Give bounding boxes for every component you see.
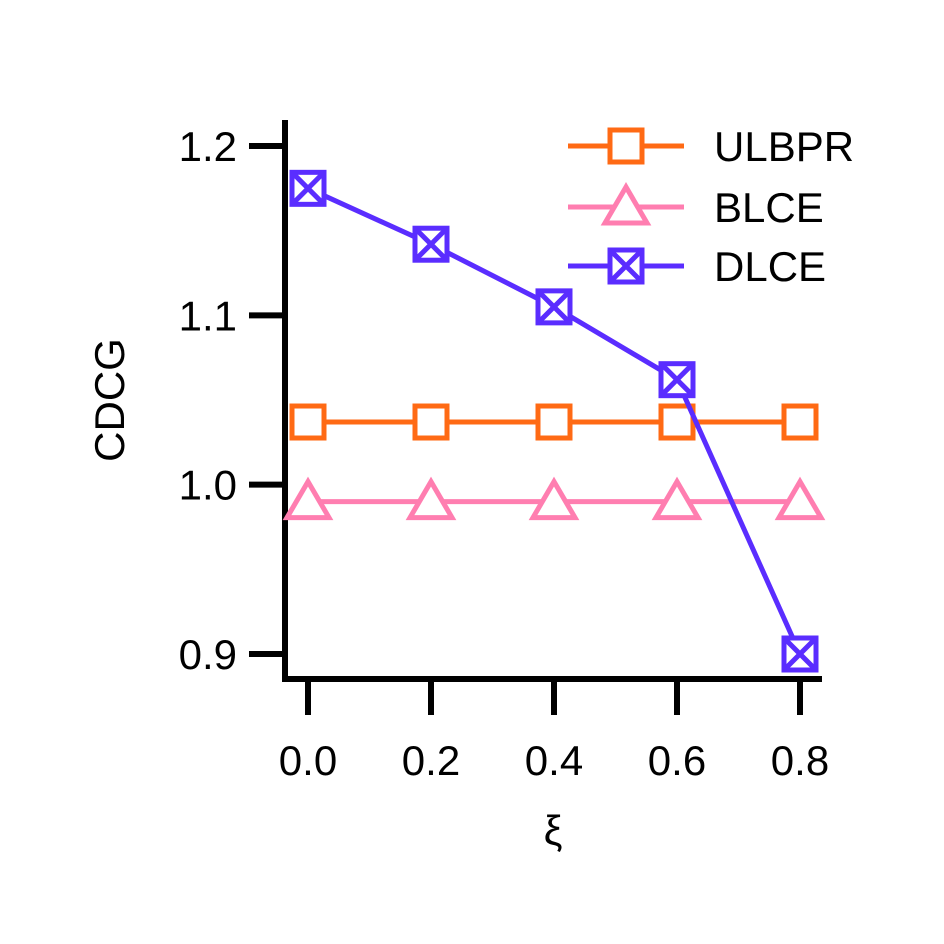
point-ulbpr	[535, 403, 573, 441]
series-dlce	[289, 169, 819, 673]
point-dlce-cross-b	[659, 361, 695, 398]
legend-label-dlce: DLCE	[714, 243, 826, 290]
point-dlce-cross-b	[290, 170, 326, 207]
series-layer	[282, 169, 826, 673]
point-blce	[774, 476, 826, 521]
legend-item-blce: BLCE	[568, 182, 824, 231]
legend-marker-dlce	[607, 247, 645, 285]
point-dlce	[535, 288, 573, 326]
legend-marker-dlce-cross-b	[608, 248, 644, 284]
legend-label-blce: BLCE	[714, 184, 824, 231]
point-dlce-cross-b	[536, 289, 572, 325]
point-ulbpr-box	[658, 403, 696, 441]
y-tick-label: 1.1	[179, 292, 237, 339]
point-ulbpr	[658, 403, 696, 441]
legend-item-ulbpr: ULBPR	[568, 123, 854, 170]
y-tick-label: 0.9	[179, 631, 237, 678]
point-ulbpr-box	[289, 403, 327, 441]
x-tick-label: 0.2	[402, 737, 460, 784]
x-tick-label: 0.6	[648, 737, 706, 784]
point-dlce-cross-b	[413, 226, 449, 262]
point-blce	[651, 476, 703, 521]
point-ulbpr	[781, 403, 819, 441]
x-axis-label: ξ	[544, 807, 563, 854]
point-dlce-cross-b	[782, 636, 818, 672]
point-dlce	[658, 361, 696, 399]
point-ulbpr	[412, 403, 450, 441]
point-dlce	[781, 635, 819, 673]
point-ulbpr-box	[535, 403, 573, 441]
y-axis-label: CDCG	[86, 338, 133, 462]
point-dlce	[412, 225, 450, 263]
legend-marker-ulbpr-box	[607, 127, 645, 165]
x-tick-label: 0.8	[771, 737, 829, 784]
x-ticks: 0.0 0.2 0.4 0.6 0.8	[279, 679, 829, 784]
x-tick-label: 0.4	[525, 737, 583, 784]
legend-marker-blce	[600, 182, 652, 226]
legend-item-dlce: DLCE	[568, 243, 826, 290]
legend: ULBPR BLCE DLCE	[568, 123, 854, 290]
series-blce	[282, 476, 826, 521]
y-tick-label: 1.2	[179, 123, 237, 170]
point-ulbpr	[289, 403, 327, 441]
point-ulbpr-box	[412, 403, 450, 441]
x-tick-label: 0.0	[279, 737, 337, 784]
point-blce	[282, 476, 334, 521]
legend-marker-ulbpr	[607, 127, 645, 165]
series-ulbpr	[289, 403, 819, 441]
point-blce	[405, 476, 457, 521]
point-blce	[528, 476, 580, 521]
point-dlce	[289, 169, 327, 207]
legend-label-ulbpr: ULBPR	[714, 123, 854, 170]
point-ulbpr-box	[781, 403, 819, 441]
y-ticks: 0.9 1.0 1.1 1.2	[179, 123, 285, 678]
y-tick-label: 1.0	[179, 462, 237, 509]
